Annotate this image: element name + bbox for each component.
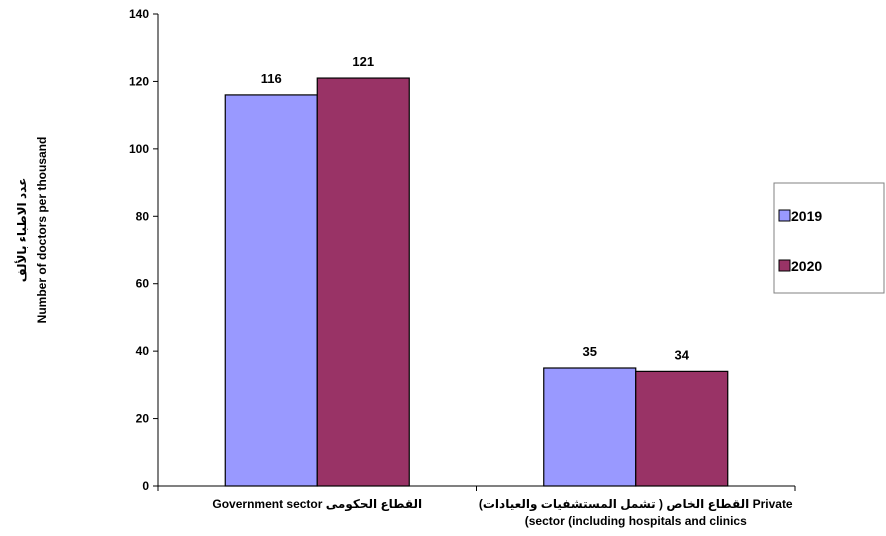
category-label: القطاع الخاص ( تشمل المستشفيات والعيادات… [479,497,793,512]
y-tick-label: 40 [136,344,150,358]
legend-label-2020: 2020 [791,258,822,274]
y-axis-title-arabic: عدد الاطباء بالألف [14,178,29,283]
legend-swatch-2019 [778,209,791,222]
data-label-2020-1: 34 [675,347,690,362]
y-tick-label: 100 [129,142,149,156]
bars [224,77,729,487]
legend-box [773,182,885,294]
bar-2020-1 [635,370,729,487]
data-label-2019-0: 116 [261,71,282,86]
legend-label-2019: 2019 [791,208,822,224]
y-axis-title: عدد الاطباء بالألف Number of doctors per … [14,137,49,324]
legend-swatch-2020 [778,259,791,272]
legend: 2019 2020 [773,182,885,294]
x-axis [157,485,796,491]
y-tick-label: 20 [136,412,150,426]
category-label: (sector (including hospitals and clinics [525,514,747,528]
bar-2019-0 [224,94,318,487]
y-tick-label: 60 [136,277,150,291]
y-axis: 0 20 40 60 80 100 120 140 [129,7,159,493]
data-label-2019-1: 35 [583,344,597,359]
data-labels: 116 121 35 34 [261,54,690,362]
category-labels: Government sector القطاع الحكومى القطاع ا… [212,497,793,528]
y-axis-title: Number of doctors per thousand [35,137,49,324]
category-label: Government sector القطاع الحكومى [212,497,422,512]
y-tick-label: 140 [129,7,149,21]
bar-2019-1 [543,367,637,487]
bar-2020-0 [316,77,410,487]
data-label-2020-0: 121 [352,54,374,69]
y-tick-label: 80 [136,209,150,223]
y-tick-label: 120 [129,74,149,88]
y-tick-label: 0 [142,479,149,493]
